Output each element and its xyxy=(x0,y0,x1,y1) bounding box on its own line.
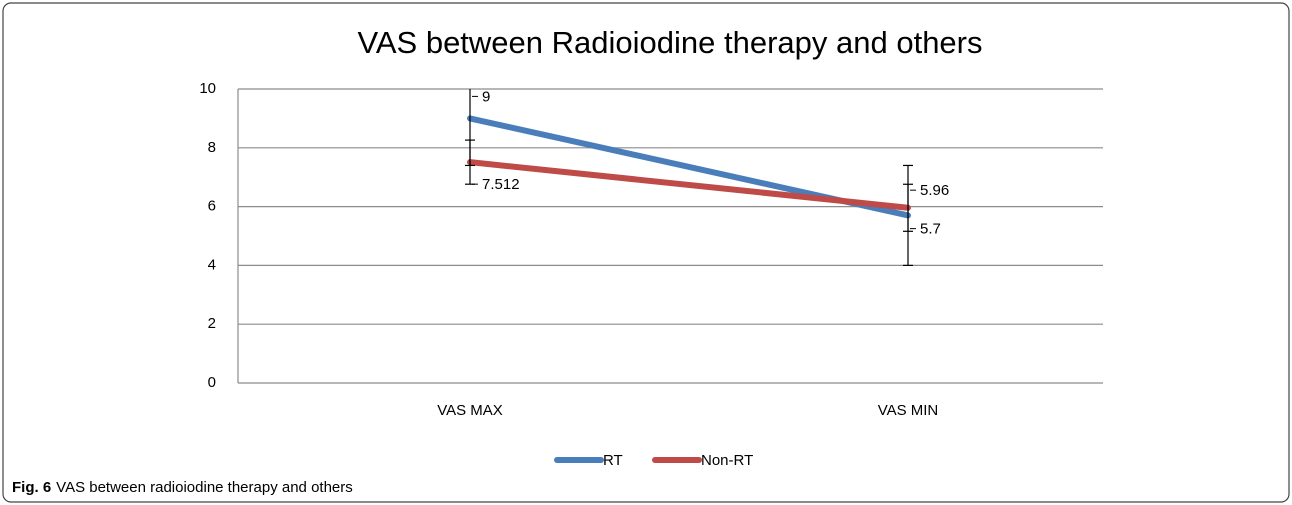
legend-label: Non-RT xyxy=(701,452,753,469)
legend-label: RT xyxy=(603,452,623,469)
series-line xyxy=(467,159,911,211)
caption: Fig. 6 VAS between radioiodine therapy an… xyxy=(12,479,353,496)
y-tick-label: 10 xyxy=(199,80,216,97)
caption-text: VAS between radioiodine therapy and othe… xyxy=(56,479,353,496)
x-tick-label: VAS MIN xyxy=(878,402,939,419)
error-bar xyxy=(903,183,913,232)
y-tick-label: 2 xyxy=(208,315,216,332)
chart-title: VAS between Radioiodine therapy and othe… xyxy=(357,25,982,60)
y-tick-label: 4 xyxy=(208,256,216,273)
x-tick-label: VAS MAX xyxy=(437,402,503,419)
data-label: 5.96 xyxy=(920,182,949,199)
caption-label: Fig. 6 xyxy=(12,479,51,496)
y-tick-label: 6 xyxy=(208,198,216,215)
data-label: 7.512 xyxy=(482,176,520,193)
y-tick-label: 8 xyxy=(208,139,216,156)
y-tick-label: 0 xyxy=(208,374,216,391)
data-label: 9 xyxy=(482,88,490,105)
data-label: 5.7 xyxy=(920,221,941,238)
